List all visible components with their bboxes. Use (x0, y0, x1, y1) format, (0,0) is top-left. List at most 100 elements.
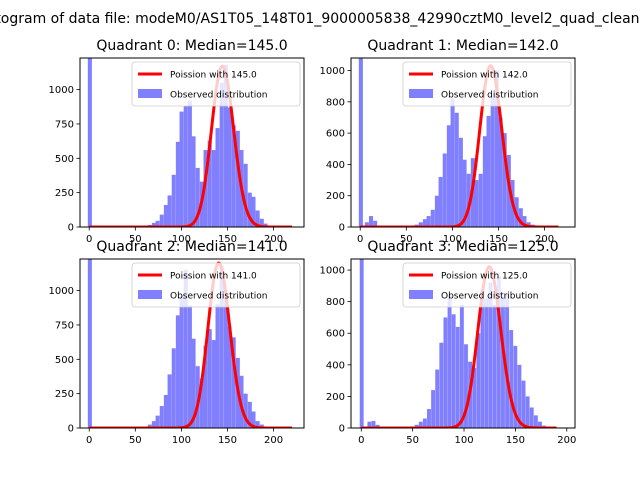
histogram-bar (359, 259, 364, 428)
histogram-bar (462, 159, 467, 227)
histogram-bar (163, 395, 168, 428)
x-tick-label: 0 (357, 234, 363, 245)
histogram-bar (447, 295, 452, 428)
x-tick-label: 50 (129, 435, 142, 446)
histogram-bar (187, 305, 192, 428)
x-tick-label: 200 (264, 435, 283, 446)
x-tick-label: 200 (264, 234, 283, 245)
y-tick-label: 1000 (49, 286, 74, 297)
y-tick-label: 200 (326, 191, 345, 202)
legend: Poission with 142.0 Observed distribution (402, 61, 572, 107)
x-tick-label: 0 (86, 234, 92, 245)
x-tick-label: 0 (86, 435, 92, 446)
poisson-curve (88, 64, 293, 227)
histogram-bar (459, 304, 464, 428)
histogram-bar (243, 163, 248, 227)
histogram-bar (151, 421, 156, 428)
histogram-bar (529, 407, 534, 428)
histogram-bar (521, 380, 526, 428)
y-tick-label: 600 (326, 129, 345, 140)
y-tick-label: 0 (339, 223, 345, 234)
y-tick-label: 750 (55, 320, 74, 331)
histogram-bar (522, 216, 527, 227)
histogram-bar (430, 209, 435, 227)
histogram-bar (426, 216, 431, 227)
histogram-bar (247, 401, 252, 428)
histogram-bar (490, 97, 495, 227)
histogram-bar (502, 133, 507, 227)
panel-0: 0 50 100 150 200 0 250 500 750 1000 Quadrant 0: Me… (49, 38, 305, 245)
histogram-bar (163, 205, 168, 227)
axes-frame (350, 57, 576, 228)
histogram-bar (480, 289, 485, 428)
histogram-bar (179, 111, 184, 227)
histogram-bar (251, 411, 256, 428)
histogram-bar (472, 367, 477, 428)
histogram-bar (243, 393, 248, 428)
legend-box (131, 262, 301, 308)
histogram-bar (175, 141, 180, 227)
histogram-bar (454, 112, 459, 227)
y-tick-label: 1000 (320, 266, 345, 277)
y-tick-label: 250 (55, 188, 74, 199)
histogram-bar (227, 326, 232, 428)
panel-title: Quadrant 1: Median=142.0 (367, 38, 558, 54)
histogram-bar (427, 409, 431, 428)
poisson-curve (360, 265, 557, 428)
panel-1: 0 50 100 150 200 0 200 400 600 800 1000 Quadrant 1:… (320, 38, 576, 245)
histogram-bar (187, 100, 192, 227)
histogram-bar (191, 338, 196, 428)
histogram-bar (451, 314, 456, 428)
histogram-bar (526, 222, 531, 227)
histogram-bar (87, 259, 92, 428)
histogram-bar (434, 195, 439, 227)
legend-bar-label: Observed distribution (441, 292, 538, 302)
histogram-bars (87, 259, 276, 428)
legend: Poission with 141.0 Observed distribution (131, 262, 301, 308)
histogram-bar (422, 219, 427, 227)
y-tick-label: 1000 (49, 85, 74, 96)
legend-box (402, 262, 572, 308)
legend-bar-swatch (409, 89, 433, 98)
histogram-bar (488, 282, 493, 428)
histogram-bar (368, 216, 374, 227)
histogram-bar (418, 222, 423, 227)
histogram-bar (191, 136, 196, 227)
figure-suptitle: Histogram of data file: modeM0/AS1T05_14… (0, 11, 640, 27)
histogram-bar (458, 137, 463, 227)
histogram-bar (255, 210, 260, 227)
histogram-bar (414, 424, 419, 428)
panel-title: Quadrant 2: Median=141.0 (96, 239, 287, 255)
histogram-bar (442, 153, 447, 227)
histogram-bar (538, 421, 542, 428)
histogram-bar (439, 342, 444, 428)
histogram-bar (478, 173, 483, 227)
histogram-bar (466, 173, 471, 227)
histogram-bar (364, 222, 369, 227)
legend-bar-label: Observed distribution (170, 91, 267, 101)
x-tick-label: 50 (129, 234, 142, 245)
histogram-bar (215, 304, 220, 428)
y-tick-label: 500 (55, 154, 74, 165)
histogram-bar (358, 58, 363, 227)
x-tick-label: 0 (358, 435, 364, 446)
histogram-bar (375, 424, 380, 428)
panel-title: Quadrant 3: Median=125.0 (367, 239, 558, 255)
y-tick-label: 800 (326, 297, 345, 308)
poisson-curve (359, 64, 559, 227)
histogram-bar (367, 421, 372, 428)
axes-frame (79, 258, 305, 429)
histogram-bar (223, 64, 228, 227)
histogram-bar (501, 296, 505, 428)
histogram-bar (183, 106, 188, 227)
legend-bar-swatch (409, 290, 433, 299)
histogram-bar (211, 340, 216, 428)
y-tick-label: 400 (326, 360, 345, 371)
x-tick-label: 100 (172, 435, 191, 446)
legend-line-label: Poission with 125.0 (441, 272, 528, 282)
histogram-bar (422, 418, 427, 428)
histogram-bar (513, 345, 518, 428)
axes-frame (350, 258, 576, 429)
x-tick-label: 50 (406, 435, 419, 446)
x-tick-label: 200 (535, 234, 554, 245)
